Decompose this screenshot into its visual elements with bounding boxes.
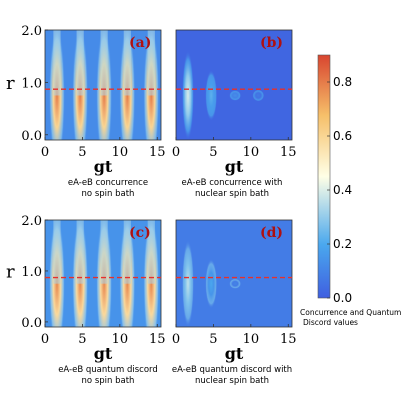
caption-line2: nuclear spin bath	[195, 189, 269, 199]
x-tick-label: 10	[112, 145, 129, 160]
caption-line2: no spin bath	[82, 376, 135, 386]
heatmap-peak	[229, 278, 242, 289]
heatmap-peaks	[48, 220, 160, 327]
heatmap-streak	[123, 220, 131, 284]
heatmap-background	[176, 30, 292, 140]
panel-c: (c) 0 5 10 15 gt 2.0 1.0 0.0 r eA-eB quantum disco…	[6, 214, 166, 386]
heatmap-peak	[181, 50, 194, 140]
caption-line2: no spin bath	[82, 189, 135, 199]
panel-b: (b) 0 5 10 15 gt eA-eB concurrence withnuclear…	[172, 29, 297, 199]
y-tick-label: 1.0	[21, 265, 42, 280]
colorbar-ticks: 0.0 0.2 0.4 0.6 0.8	[327, 75, 352, 305]
axes-frame	[44, 219, 162, 328]
x-tick-label: 10	[243, 145, 260, 160]
heatmap-peak	[205, 70, 218, 121]
heatmap-background	[176, 220, 292, 327]
x-tick-label: 0	[41, 332, 49, 347]
panel-label: (d)	[260, 225, 283, 241]
colorbar-tick-label: 0.4	[333, 183, 352, 197]
x-tick-label: 0	[41, 145, 49, 160]
colorbar-tick-label: 0.2	[333, 237, 352, 251]
x-tick-label: 0	[172, 145, 180, 160]
x-tick-label: 15	[280, 145, 297, 160]
colorbar-tick-label: 0.6	[333, 129, 352, 143]
panel-a: (a) 0 5 10 15 gt 2.0 1.0 0.0 r eA-eB concurrenceno…	[6, 24, 166, 199]
panel-label: (b)	[260, 35, 283, 51]
heatmap-streak	[76, 30, 84, 96]
heatmap-streak	[147, 220, 155, 284]
x-tick-label: 5	[78, 332, 86, 347]
x-axis-label: gt	[94, 344, 113, 363]
heatmap-streak	[53, 220, 61, 284]
y-tick-label: 2.0	[21, 214, 42, 229]
panel-label: (c)	[129, 225, 151, 241]
heatmap-peaks	[48, 30, 160, 140]
x-tick-label: 15	[149, 145, 166, 160]
panel-d: (d) 0 5 10 15 gt eA-eB quantum discord withnuc…	[172, 219, 297, 386]
colorbar-tick-label: 0.0	[333, 291, 352, 305]
heatmap-peak	[229, 90, 242, 101]
caption-line1: eA-eB concurrence with	[182, 178, 283, 188]
y-axis-label: r	[6, 73, 15, 94]
heatmap-peak	[181, 239, 194, 327]
y-tick-label: 1.0	[21, 76, 42, 91]
heatmap-peaks	[181, 239, 242, 327]
x-tick-label: 15	[149, 332, 166, 347]
axes-frame	[175, 29, 293, 141]
y-tick-label: 2.0	[21, 24, 42, 39]
x-tick-label: 5	[78, 145, 86, 160]
heatmap-streak	[76, 220, 84, 284]
x-tick-label: 0	[172, 332, 180, 347]
heatmap-streak	[100, 220, 108, 284]
colorbar-gradient	[317, 54, 331, 299]
colorbar-tick-label: 0.8	[333, 75, 352, 89]
y-tick-label: 0.0	[21, 129, 42, 144]
y-axis-label: r	[6, 262, 15, 283]
x-tick-label: 15	[280, 332, 297, 347]
heatmap-peak	[205, 258, 218, 309]
x-axis-label: gt	[225, 344, 244, 363]
caption-line1: eA-eB quantum discord with	[172, 365, 292, 375]
panel-label: (a)	[129, 35, 151, 51]
colorbar: 0.00.20.40.60.8 Concurrence and Quantum …	[300, 54, 401, 327]
colorbar-label-line2: Discord values	[303, 318, 358, 327]
caption-line2: nuclear spin bath	[195, 376, 269, 386]
heatmap-peaks	[181, 50, 265, 140]
x-axis-label: gt	[94, 157, 113, 176]
heatmap-streak	[100, 30, 108, 96]
heatmap-peak	[252, 89, 265, 102]
y-tick-label: 0.0	[21, 316, 42, 331]
x-tick-label: 10	[243, 332, 260, 347]
x-axis-label: gt	[225, 157, 244, 176]
x-tick-label: 5	[209, 145, 217, 160]
axes-frame	[44, 29, 162, 141]
x-tick-label: 10	[112, 332, 129, 347]
caption-line1: eA-eB quantum discord	[58, 365, 158, 375]
heatmap-streak	[147, 30, 155, 96]
heatmap-streak	[53, 30, 61, 96]
x-tick-label: 5	[209, 332, 217, 347]
colorbar-label-line1: Concurrence and Quantum	[300, 308, 401, 317]
caption-line1: eA-eB concurrence	[68, 178, 148, 188]
axes-frame	[175, 219, 293, 328]
heatmap-streak	[123, 30, 131, 96]
